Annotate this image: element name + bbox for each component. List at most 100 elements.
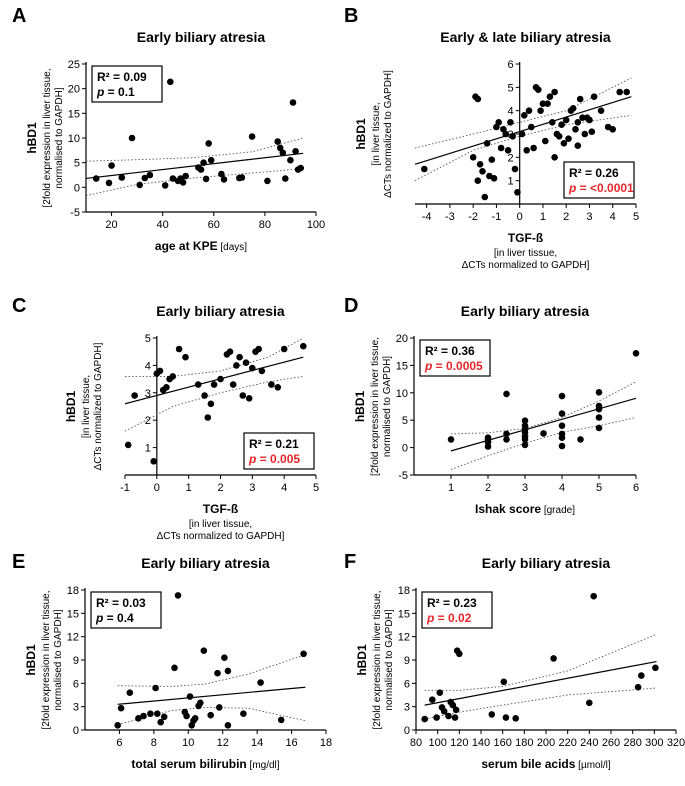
x-tick-label: 5	[633, 211, 639, 223]
panel-a: A Early biliary atresia -5 0 5 10 15 20 25 20 40 60…	[12, 5, 325, 253]
data-point	[616, 88, 623, 96]
data-point	[217, 375, 224, 383]
p-value: p = 0.1	[96, 85, 135, 99]
data-point	[140, 712, 147, 720]
y-tick-label: 0	[73, 725, 79, 737]
stats-box-frame	[421, 591, 493, 629]
data-point	[167, 78, 174, 86]
data-point	[595, 424, 603, 432]
data-point	[210, 381, 218, 388]
y-axis-label: hBD1	[64, 391, 78, 423]
data-point	[114, 722, 121, 729]
r-squared-value: R² = 0.03	[96, 596, 146, 610]
panel-letter: E	[12, 551, 25, 573]
stats-box-frame	[419, 339, 491, 377]
data-point	[528, 123, 535, 131]
data-point	[224, 722, 232, 729]
y-axis-label: hBD1	[353, 391, 367, 423]
r-squared-value: R² = 0.21	[249, 437, 299, 451]
x-axis-label: TGF-ß	[203, 502, 238, 516]
data-point	[297, 164, 305, 172]
p-value: p = 0.005	[248, 452, 300, 466]
data-point	[558, 121, 565, 128]
y-tick-label: 12	[67, 632, 79, 644]
y-tick-label: 20	[68, 84, 80, 96]
data-point	[105, 179, 113, 187]
data-point	[488, 711, 496, 718]
x-axis-label: serum bile acids [µmol/l]	[481, 757, 610, 771]
chart-title: Early biliary atresia	[482, 555, 611, 571]
x-tick-label: 20	[105, 219, 117, 231]
y-tick-label: -5	[70, 207, 80, 219]
data-point	[245, 395, 253, 402]
y-tick-label: 10	[396, 388, 408, 400]
data-point	[597, 107, 605, 114]
data-point	[509, 133, 516, 140]
data-point	[590, 93, 598, 100]
ci-lower-line	[85, 168, 304, 197]
data-point	[282, 175, 289, 182]
data-point	[476, 161, 484, 168]
y-axis-label: hBD1	[354, 118, 368, 150]
x-tick-label: 1	[186, 482, 192, 494]
data-point	[638, 672, 645, 679]
data-point	[549, 119, 556, 126]
ci-lower-line	[450, 417, 637, 470]
x-axis-label: Ishak score [grade]	[475, 502, 575, 516]
y-axis-sublabel: [in liver tissue,	[371, 102, 382, 165]
data-point	[205, 140, 212, 147]
data-point	[157, 718, 164, 726]
y-tick-label: 5	[145, 333, 151, 345]
regression-line	[124, 356, 304, 405]
data-point	[569, 105, 577, 112]
x-tick-label: 0	[517, 211, 523, 223]
data-point	[488, 156, 496, 163]
data-point	[147, 710, 154, 717]
data-point	[161, 182, 169, 189]
data-point	[264, 177, 271, 185]
ci-upper-line	[85, 137, 304, 162]
stats-box: R² = 0.21p = 0.005	[243, 432, 315, 470]
data-point	[186, 693, 194, 700]
ci-upper-line	[414, 77, 632, 149]
data-point	[595, 389, 603, 396]
data-point	[634, 683, 642, 691]
data-point	[502, 130, 510, 138]
data-point	[551, 154, 558, 161]
x-axis-unit: [grade]	[541, 505, 575, 516]
r-squared-value: R² = 0.09	[97, 70, 147, 84]
data-point	[495, 119, 503, 126]
data-point	[546, 93, 554, 100]
x-tick-label: 16	[285, 737, 297, 749]
data-point	[574, 119, 582, 126]
p-value: p = 0.02	[426, 611, 472, 625]
data-point	[239, 392, 247, 399]
data-point	[440, 708, 448, 715]
y-tick-label: 5	[508, 82, 514, 94]
data-point	[421, 165, 428, 173]
data-point	[154, 710, 161, 717]
p-value-number: = 0.4	[103, 611, 134, 625]
y-axis-sublabel: normalised to GAPDH]	[54, 87, 65, 188]
y-tick-label: 6	[404, 678, 410, 690]
y-axis-sublabel: [2fold expression in liver tissue,	[372, 591, 383, 730]
data-point	[474, 95, 482, 103]
data-point	[544, 100, 551, 107]
panel-d: D Early biliary atresia -5 0 5 10 15 20 1 2 3 4 5 6 hB…	[344, 295, 640, 516]
data-point	[229, 381, 237, 388]
x-tick-label: -2	[468, 211, 478, 223]
x-tick-label: 120	[450, 737, 468, 749]
data-point	[558, 422, 566, 430]
x-tick-label: 18	[320, 737, 332, 749]
stats-box: R² = 0.09p = 0.1	[91, 65, 163, 103]
stats-box-frame	[91, 65, 163, 103]
data-point	[257, 679, 264, 686]
r-squared-value: R² = 0.23	[427, 596, 477, 610]
x-tick-label: -1	[120, 482, 130, 494]
data-point	[497, 144, 505, 152]
data-point	[191, 715, 199, 722]
data-point	[523, 147, 530, 154]
ci-upper-line	[125, 337, 304, 377]
data-point	[490, 175, 498, 182]
data-point	[530, 144, 537, 152]
